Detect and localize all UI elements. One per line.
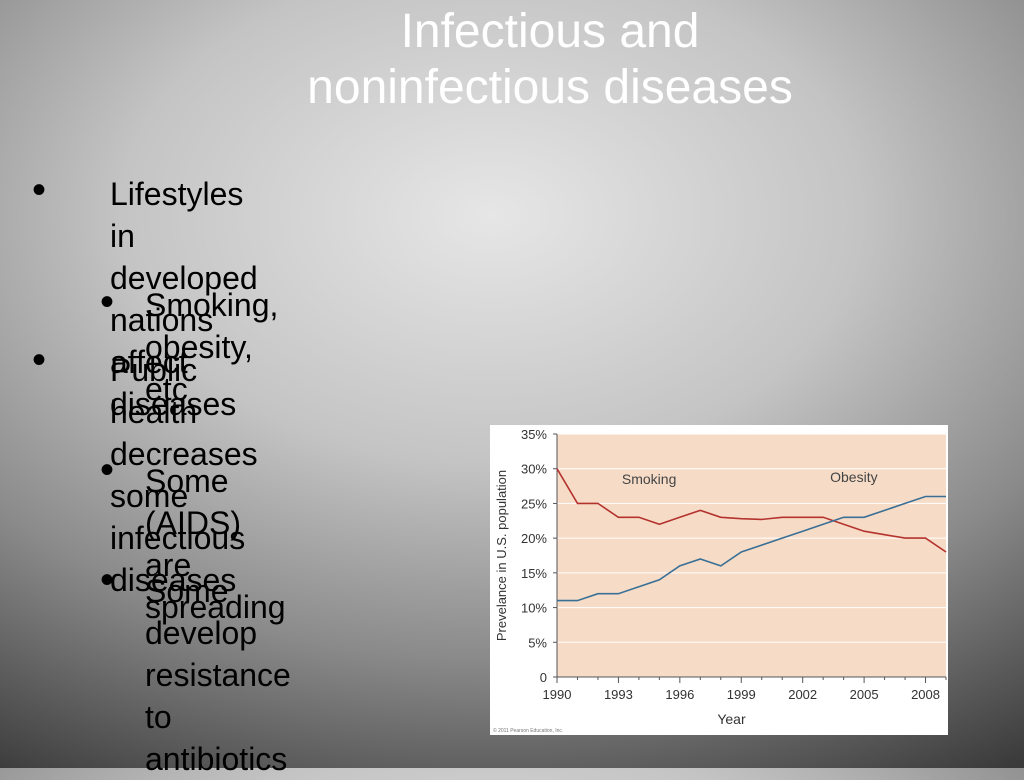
- x-tick-label: 1999: [727, 687, 756, 702]
- y-tick-label: 15%: [521, 566, 547, 581]
- prevalence-chart: 0 5% 10% 15% 20% 25% 30% 35% 1990 1993 1996 1999 20…: [490, 425, 948, 735]
- y-tick-label: 35%: [521, 427, 547, 442]
- x-tick-label: 2005: [850, 687, 879, 702]
- slide-title-line-2: noninfectious diseases: [307, 61, 793, 114]
- series-lines: Smoking Obesity: [556, 468, 947, 602]
- series-line-obesity: [557, 495, 946, 602]
- x-tick-label: 2008: [911, 687, 940, 702]
- x-tick-label: 1996: [665, 687, 694, 702]
- y-tick-label: 5%: [528, 635, 547, 650]
- series-label-smoking: Smoking: [622, 471, 676, 487]
- y-tick-label: 10%: [521, 601, 547, 616]
- bullet-dot-icon: •: [32, 168, 47, 212]
- y-tick-label: 25%: [521, 496, 547, 511]
- x-axis-label: Year: [717, 711, 746, 727]
- series-label-obesity: Obesity: [830, 469, 877, 485]
- y-tick-label: 0: [540, 670, 547, 685]
- bullet-dot-icon: •: [100, 280, 115, 324]
- bullet-text: Smoking, obesity, etc: [145, 287, 279, 407]
- bullet-dot-icon: •: [100, 558, 115, 602]
- x-tick-label: 1993: [604, 687, 633, 702]
- bullet-text: Some develop resistance to antibiotics: [145, 573, 291, 777]
- series-line-smoking: [556, 468, 947, 553]
- x-tick-label: 1990: [543, 687, 572, 702]
- y-axis-ticks: 0 5% 10% 15% 20% 25% 30% 35%: [521, 427, 946, 685]
- y-tick-label: 20%: [521, 531, 547, 546]
- x-tick-label: 2002: [788, 687, 817, 702]
- x-axis-ticks: 1990 1993 1996 1999 2002 2005 2008: [543, 677, 947, 702]
- chart-svg: 0 5% 10% 15% 20% 25% 30% 35% 1990 1993 1996 1999 20…: [490, 425, 948, 735]
- bullet-dot-icon: •: [32, 338, 47, 382]
- plot-area: [557, 434, 946, 677]
- bullet-text: Lifestyles in developed nations affect d…: [110, 176, 258, 422]
- bullet-dot-icon: •: [100, 448, 115, 492]
- slide-title-line-1: Infectious and: [400, 5, 700, 58]
- bullet-text: Some (AIDS) are spreading: [145, 463, 286, 625]
- slide-title: Infectious and noninfectious diseases: [230, 4, 870, 116]
- copyright-notice: © 2011 Pearson Education, Inc.: [493, 727, 563, 734]
- y-axis-label: Prevelance in U.S. population: [494, 470, 509, 641]
- y-tick-label: 30%: [521, 462, 547, 477]
- bullet-text: Public health decreases some infectious …: [110, 352, 258, 598]
